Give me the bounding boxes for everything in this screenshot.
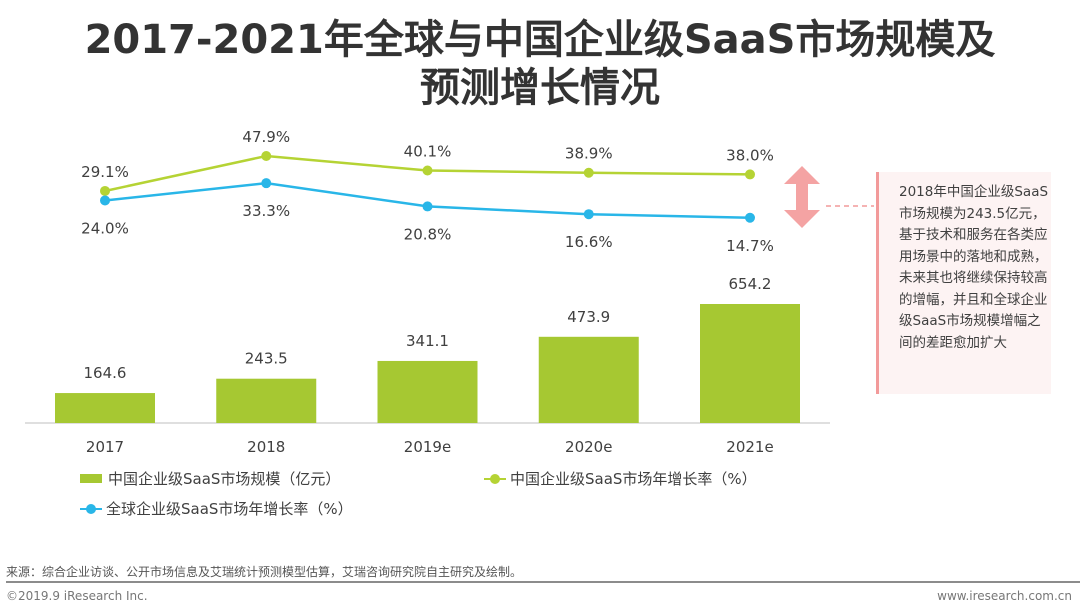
line-data-label: 29.1%	[81, 163, 129, 181]
annotation-box: 2018年中国企业级SaaS市场规模为243.5亿元，基于技术和服务在各类应用场…	[876, 172, 1051, 394]
bar-data-label: 654.2	[729, 275, 772, 293]
double-arrow-icon	[784, 166, 820, 228]
line-point	[261, 151, 272, 161]
bar-2019e	[377, 360, 478, 423]
line-point	[100, 185, 110, 196]
line-data-label: 24.0%	[81, 219, 129, 237]
line-point	[100, 195, 110, 206]
line-point	[583, 167, 594, 178]
x-tick-label: 2019e	[404, 438, 451, 456]
bar-data-label: 341.1	[406, 332, 449, 350]
bar-data-label: 243.5	[245, 350, 288, 368]
legend-bar-swatch	[80, 474, 102, 483]
x-tick-label: 2017	[86, 438, 124, 456]
line-point	[422, 165, 433, 176]
line-data-label: 20.8%	[404, 225, 452, 243]
line-data-label: 38.9%	[565, 145, 613, 163]
source-note: 来源：综合企业访谈、公开市场信息及艾瑞统计预测模型估算，艾瑞咨询研究院自主研究及…	[6, 565, 523, 579]
line-point	[583, 209, 594, 220]
line-data-label: 40.1%	[404, 143, 452, 161]
line-point	[745, 212, 755, 223]
line-point	[745, 169, 755, 180]
legend-item-global-growth: 全球企业级SaaS市场年增长率（%）	[80, 498, 353, 519]
x-tick-label: 2018	[247, 438, 285, 456]
x-tick-label: 2021e	[726, 438, 773, 456]
legend-item-china-growth: 中国企业级SaaS市场年增长率（%）	[484, 468, 757, 489]
line-data-label: 16.6%	[565, 233, 613, 251]
legend-label: 全球企业级SaaS市场年增长率（%）	[106, 500, 353, 518]
legend-line-swatch	[484, 473, 506, 484]
line-point	[422, 201, 433, 212]
global-growth-line	[104, 181, 751, 220]
line-data-label: 38.0%	[726, 146, 774, 164]
bar-2017	[55, 393, 155, 423]
bar-2018	[216, 378, 317, 423]
line-point	[261, 178, 272, 189]
legend-label: 中国企业级SaaS市场年增长率（%）	[510, 470, 757, 488]
bar-2020e	[538, 336, 639, 423]
chart-title-line2: 预测增长情况	[420, 65, 660, 111]
line-data-label: 33.3%	[242, 202, 290, 220]
footer-divider	[6, 581, 1080, 583]
website-url: www.iresearch.com.cn	[937, 589, 1072, 603]
copyright: ©2019.9 iResearch Inc.	[6, 589, 148, 603]
legend-label: 中国企业级SaaS市场规模（亿元）	[108, 470, 341, 488]
bar-data-label: 164.6	[84, 364, 127, 382]
x-tick-label: 2020e	[565, 438, 612, 456]
bar-data-label: 473.9	[567, 308, 610, 326]
legend-item-bar: 中国企业级SaaS市场规模（亿元）	[80, 468, 340, 489]
line-data-label: 14.7%	[726, 237, 774, 255]
bar-2021e	[700, 304, 800, 423]
chart-title-line1: 2017-2021年全球与中国企业级SaaS市场规模及	[84, 17, 996, 63]
legend-line-swatch	[80, 503, 102, 514]
line-data-label: 47.9%	[242, 128, 290, 146]
